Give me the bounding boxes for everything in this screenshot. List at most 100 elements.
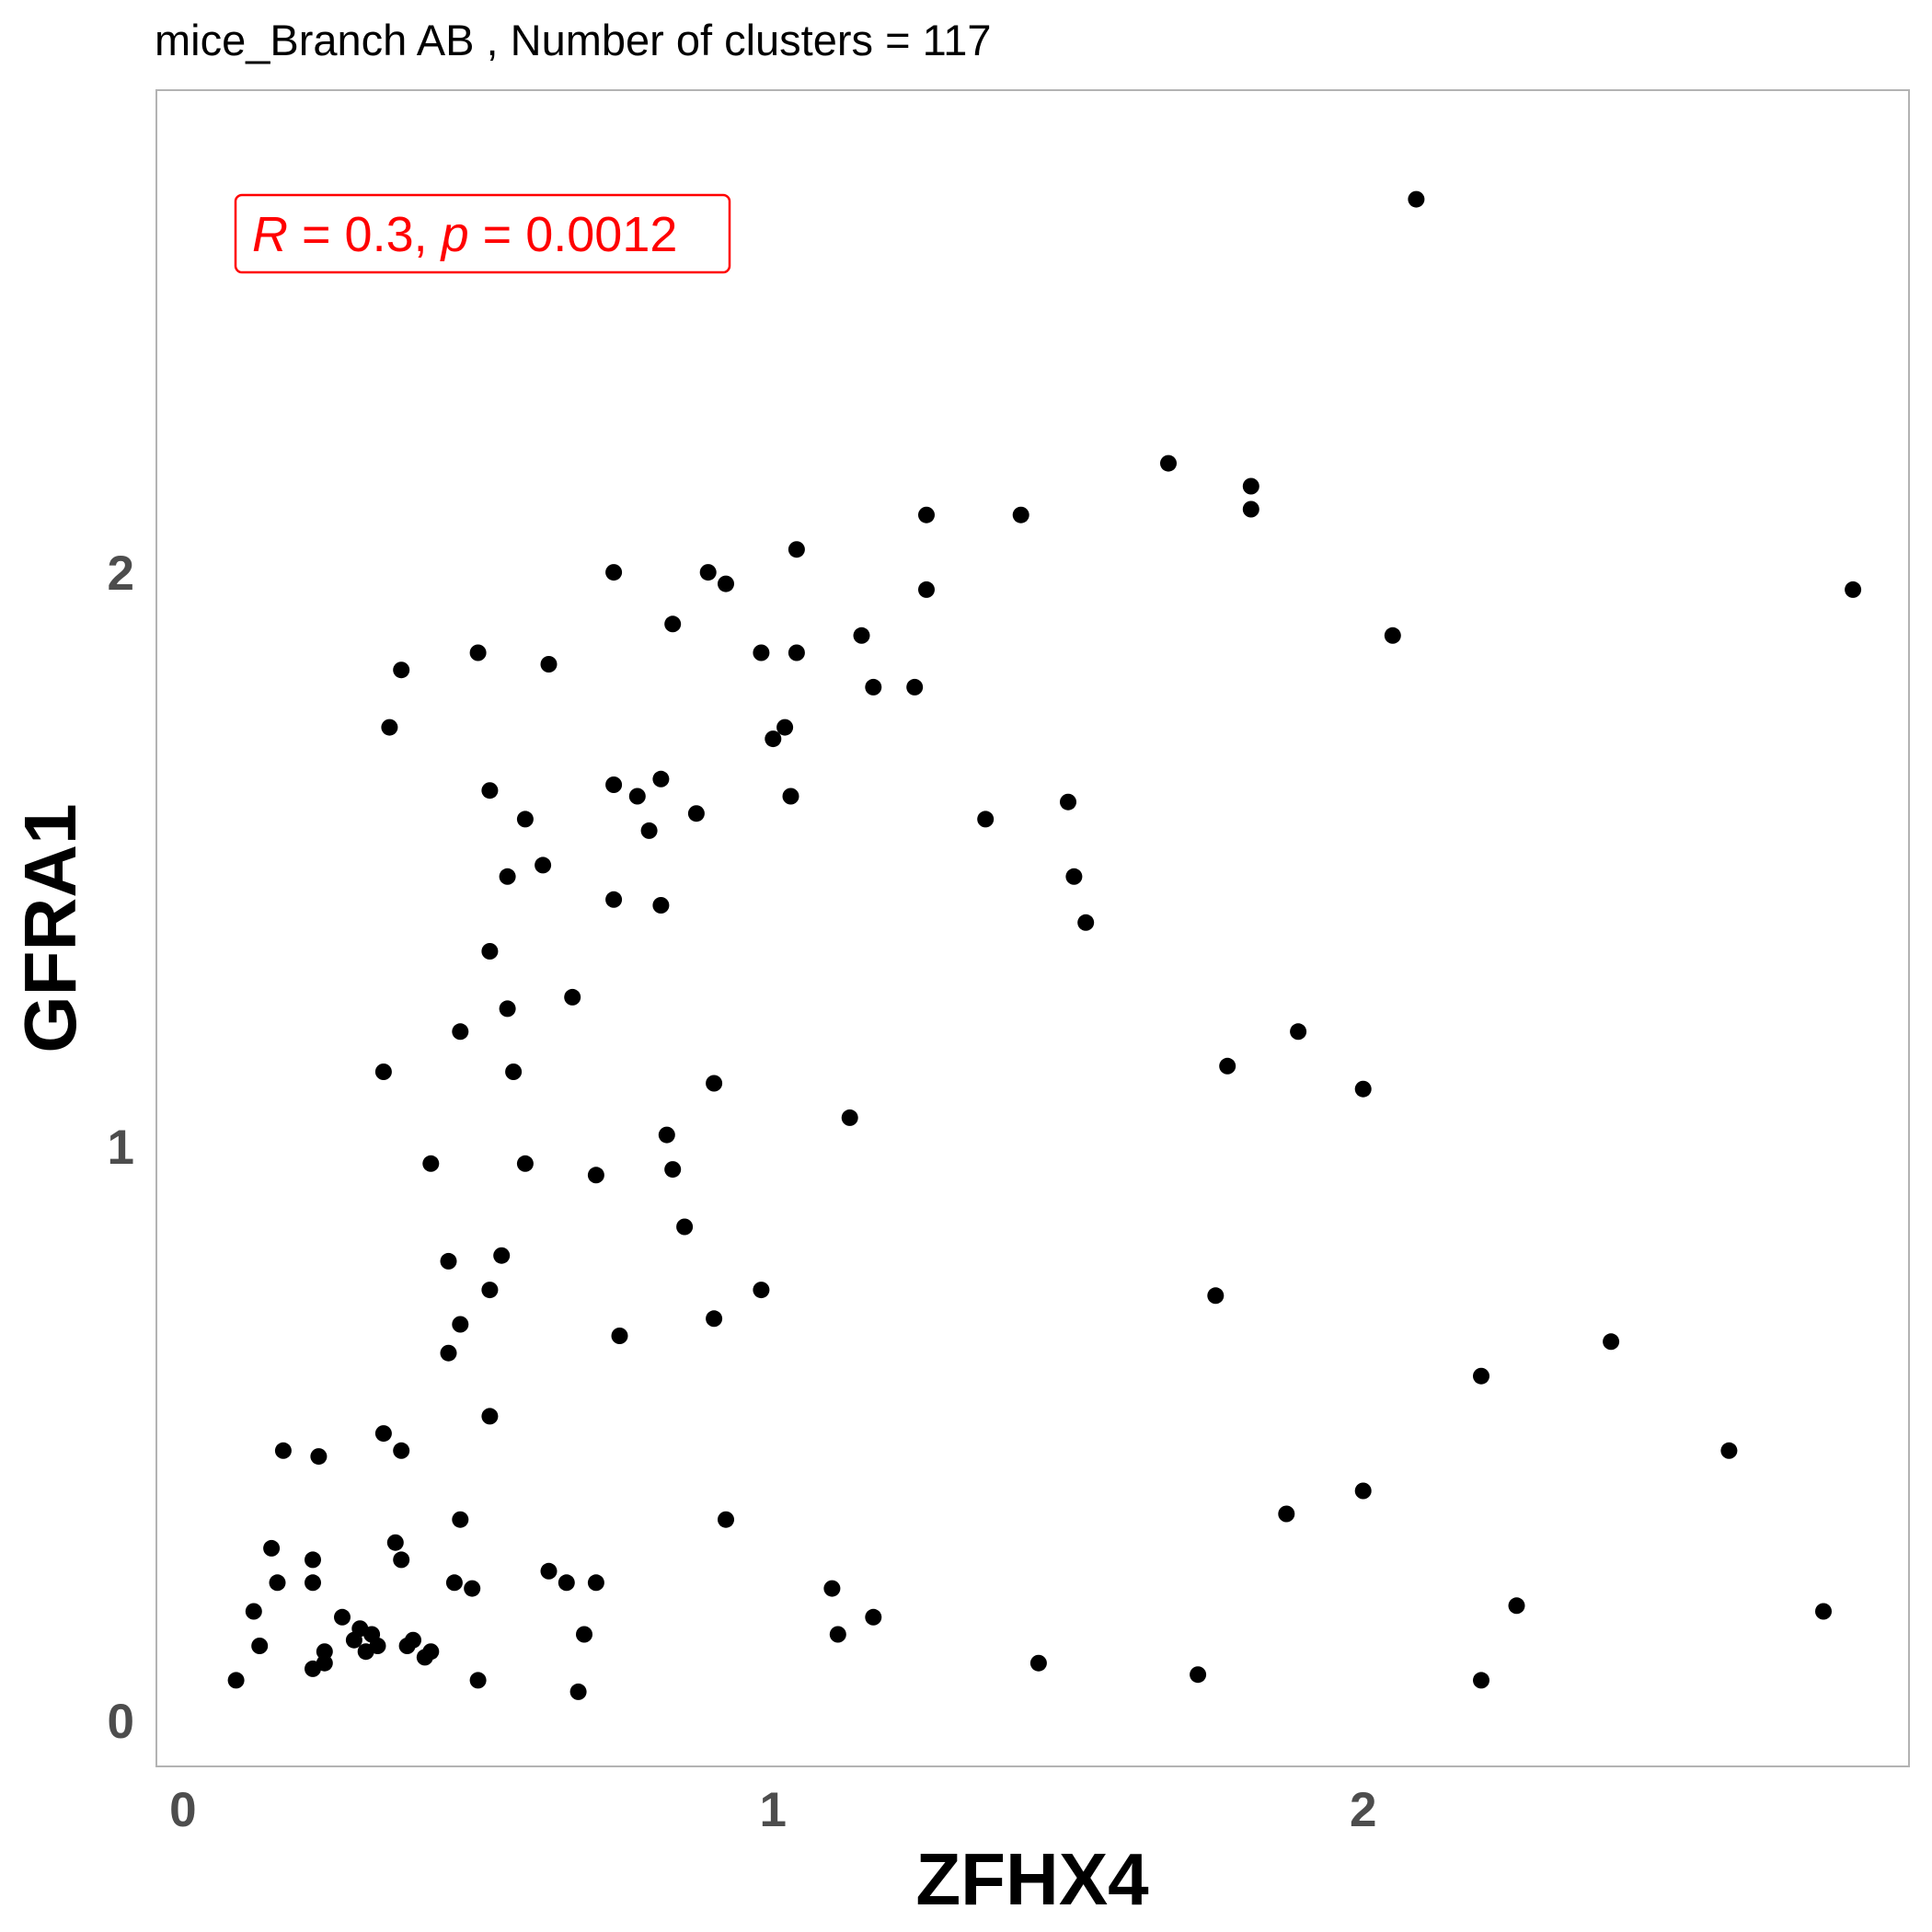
data-point-83 [823,1580,841,1597]
data-point-60 [605,891,623,908]
data-point-114 [1720,1442,1738,1459]
annotation-box [234,193,731,274]
y-tick-label-0: 0 [108,1695,134,1749]
data-point-73 [706,1310,723,1328]
data-point-94 [1029,1654,1047,1672]
data-point-78 [765,730,782,748]
data-point-54 [569,1683,587,1700]
data-point-31 [440,1252,457,1270]
data-point-46 [505,1064,523,1080]
data-point-18 [374,1425,392,1443]
data-point-41 [481,782,499,799]
data-point-74 [718,575,734,592]
data-point-111 [1473,1367,1489,1385]
data-point-101 [1219,1057,1236,1075]
x-axis-title: ZFHX4 [915,1838,1149,1920]
y-axis-ticks: 0 1 2 [108,546,134,1749]
data-point-91 [918,581,935,598]
data-point-112 [1508,1597,1525,1615]
data-point-82 [788,541,805,558]
data-point-71 [699,564,717,581]
data-point-95 [1060,793,1076,811]
data-point-96 [1065,868,1083,885]
y-axis-title: GFRA1 [9,803,91,1052]
data-point-11 [316,1654,333,1672]
data-point-51 [540,1562,558,1580]
data-point-92 [977,811,995,828]
data-point-23 [393,1442,410,1459]
data-point-103 [1242,500,1259,518]
data-point-22 [393,1551,410,1569]
data-point-68 [664,615,682,633]
data-point-33 [452,1023,469,1041]
r-value: = 0.3, [288,207,442,262]
correlation-annotation: R = 0.3, p = 0.0012 [234,193,731,274]
data-point-79 [776,719,794,736]
data-point-108 [1384,627,1401,644]
data-point-65 [652,897,670,914]
data-point-59 [605,564,623,581]
data-point-2 [251,1638,269,1654]
data-point-21 [386,1534,404,1551]
data-point-87 [865,678,882,696]
data-point-116 [1845,581,1862,598]
data-point-7 [305,1574,321,1592]
data-point-102 [1242,477,1259,495]
data-point-75 [718,1511,734,1528]
data-point-52 [558,1574,575,1592]
data-point-110 [1473,1672,1489,1689]
data-point-49 [535,857,552,874]
data-point-35 [452,1316,469,1333]
data-point-58 [605,776,623,793]
data-point-98 [1160,454,1177,472]
data-point-106 [1354,1080,1372,1098]
data-point-69 [676,1218,694,1236]
data-point-30 [440,1344,457,1362]
data-point-104 [1278,1505,1295,1523]
data-point-19 [374,1064,392,1080]
data-point-80 [782,788,799,805]
data-point-86 [853,627,870,644]
data-point-5 [274,1442,292,1459]
data-point-17 [369,1638,386,1654]
data-point-77 [753,644,770,661]
data-point-44 [499,868,516,885]
data-point-88 [865,1608,882,1626]
data-point-56 [587,1574,604,1592]
data-point-81 [788,644,805,661]
p-value: = 0.0012 [469,207,678,262]
data-point-36 [464,1580,481,1597]
data-point-24 [393,661,410,679]
r-symbol: R [252,207,288,262]
p-symbol: p [440,207,469,262]
data-point-40 [481,1282,499,1299]
y-tick-label-1: 1 [108,1121,134,1175]
chart-title: mice_Branch AB , Number of clusters = 11… [155,16,992,64]
data-point-10 [316,1643,333,1661]
data-point-28 [422,1643,440,1661]
data-points [227,190,1862,1700]
data-point-6 [305,1551,321,1569]
data-point-97 [1077,914,1095,931]
data-point-0 [227,1672,245,1689]
data-point-4 [269,1574,286,1592]
data-point-34 [452,1511,469,1528]
data-point-67 [664,1161,682,1179]
annotation-text: R = 0.3, p = 0.0012 [252,207,677,262]
data-point-57 [587,1167,604,1184]
data-point-84 [829,1626,846,1643]
data-point-90 [918,506,935,523]
data-point-3 [263,1539,281,1557]
data-point-107 [1354,1482,1372,1500]
data-point-89 [906,678,924,696]
data-point-9 [310,1448,328,1466]
data-point-12 [334,1608,351,1626]
data-point-115 [1815,1603,1832,1620]
data-point-48 [516,811,534,828]
data-point-62 [628,788,646,805]
data-point-76 [753,1282,770,1299]
data-point-43 [493,1247,511,1264]
x-axis-ticks: 0 1 2 [169,1783,1376,1837]
data-point-63 [640,822,658,839]
